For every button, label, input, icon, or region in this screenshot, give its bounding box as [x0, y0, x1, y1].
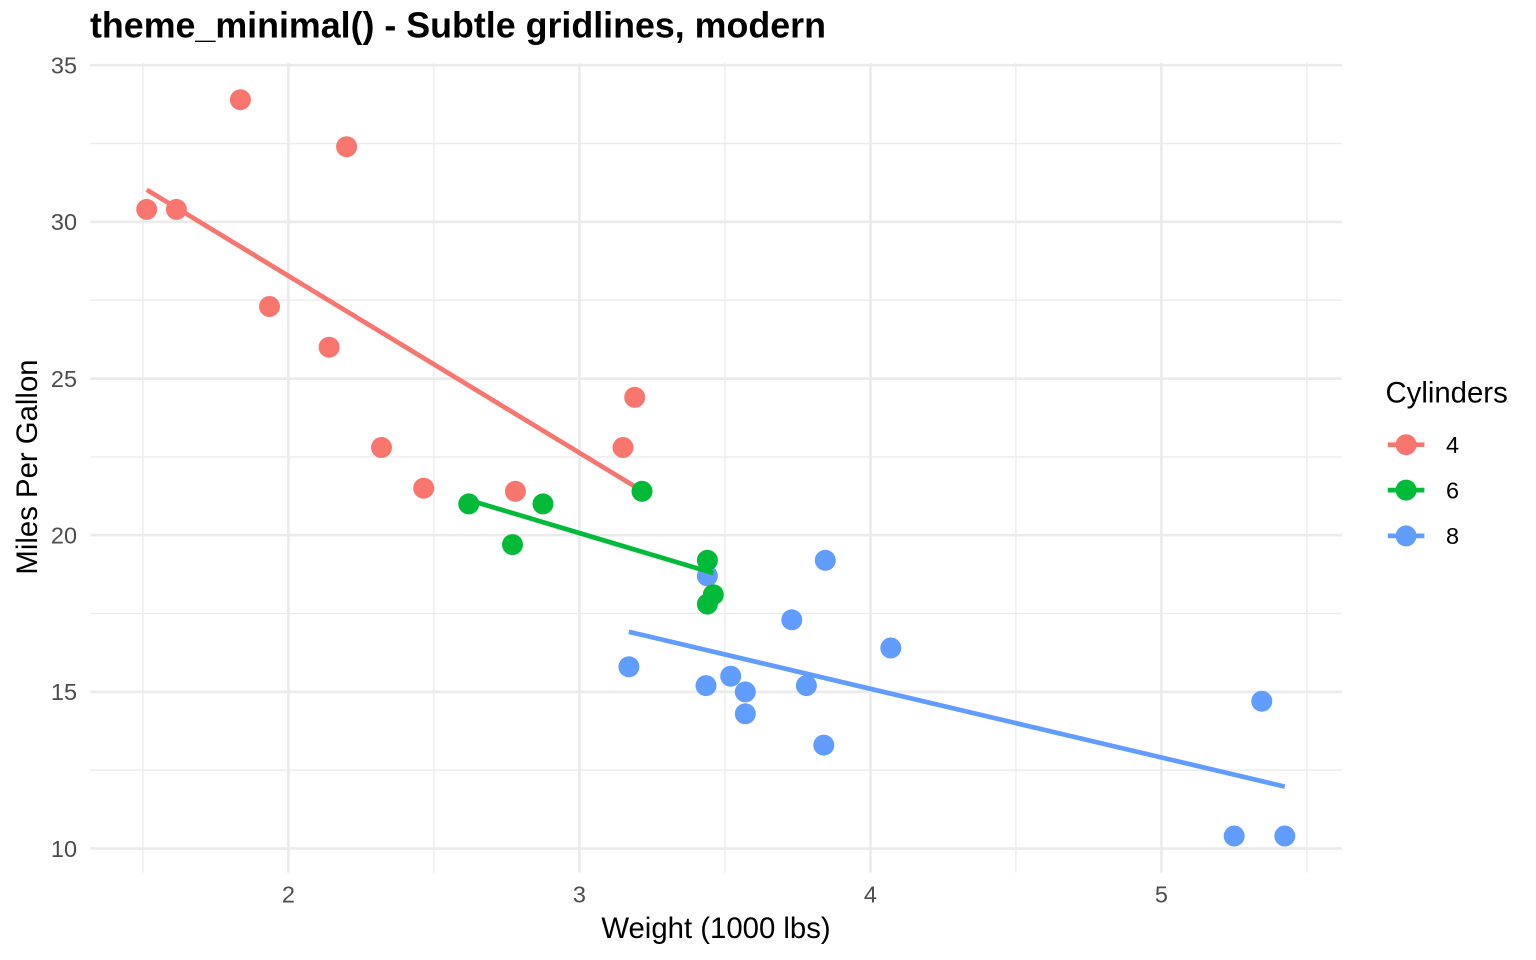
- svg-text:25: 25: [51, 366, 77, 392]
- svg-text:35: 35: [51, 53, 77, 79]
- svg-text:3: 3: [573, 881, 586, 907]
- svg-text:8: 8: [1446, 523, 1459, 549]
- svg-text:2: 2: [282, 881, 295, 907]
- svg-text:20: 20: [51, 523, 77, 549]
- svg-text:10: 10: [51, 836, 77, 862]
- svg-text:5: 5: [1155, 881, 1168, 907]
- svg-text:6: 6: [1446, 477, 1459, 503]
- svg-text:theme_minimal() - Subtle gridl: theme_minimal() - Subtle gridlines, mode…: [90, 6, 826, 46]
- svg-text:30: 30: [51, 209, 77, 235]
- svg-text:Weight (1000 lbs): Weight (1000 lbs): [601, 912, 830, 945]
- svg-text:15: 15: [51, 679, 77, 705]
- svg-text:4: 4: [864, 881, 877, 907]
- svg-text:Cylinders: Cylinders: [1386, 376, 1508, 409]
- svg-text:4: 4: [1446, 432, 1459, 458]
- svg-text:Miles Per Gallon: Miles Per Gallon: [11, 359, 44, 574]
